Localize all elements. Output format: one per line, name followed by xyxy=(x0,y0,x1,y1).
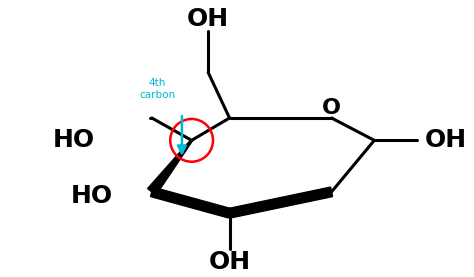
Text: O: O xyxy=(322,98,341,118)
Text: OH: OH xyxy=(209,250,251,274)
Text: OH: OH xyxy=(187,7,229,31)
Text: OH: OH xyxy=(425,128,467,152)
Text: HO: HO xyxy=(53,128,95,152)
Polygon shape xyxy=(147,140,192,195)
Text: 4th
carbon: 4th carbon xyxy=(139,78,176,100)
Text: HO: HO xyxy=(71,184,113,208)
Polygon shape xyxy=(151,187,231,218)
Polygon shape xyxy=(228,187,333,218)
